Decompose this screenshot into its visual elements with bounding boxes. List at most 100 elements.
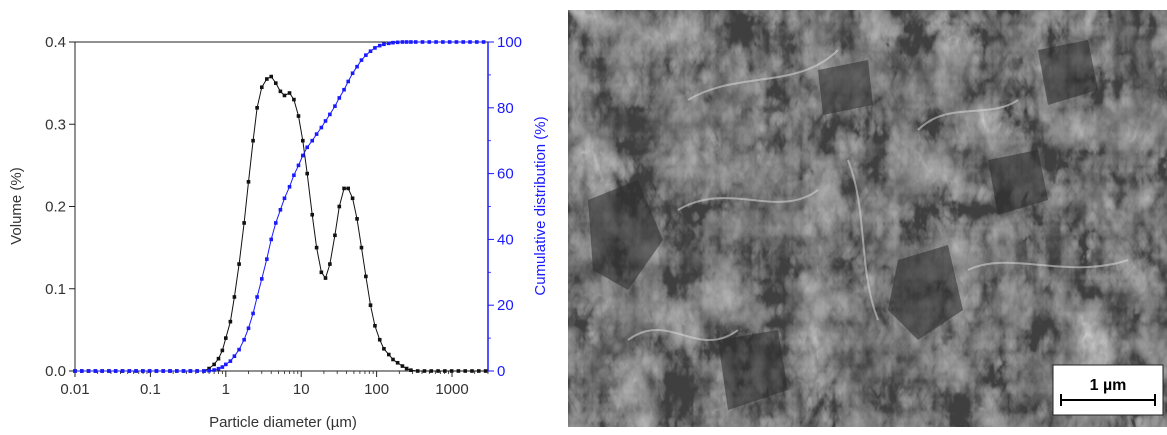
cumulative-data-point [346,79,351,84]
volume-data-point [246,180,251,184]
cumulative-data-point [168,369,172,373]
volume-data-point [436,369,440,373]
y2-tick-label: 100 [497,34,522,51]
cumulative-data-point [113,369,118,373]
volume-data-point [483,369,488,373]
cumulative-data-point [259,277,264,281]
volume-data-point [409,368,413,372]
cumulative-data-point [333,104,337,108]
cumulative-data-point [434,40,438,44]
cumulative-data-point [468,40,472,44]
volume-data-point [228,319,233,324]
volume-data-point [323,276,328,280]
cumulative-data-point [481,40,486,44]
cumulative-data-point [188,369,193,373]
cumulative-data-point [273,221,278,225]
y-tick-label: 0.4 [45,34,66,51]
x-tick-label: 100 [364,381,389,398]
cumulative-data-point [246,326,251,331]
cumulative-data-point [202,369,206,373]
cumulative-data-point [174,369,179,373]
cumulative-data-point [420,40,425,44]
cumulative-data-point [350,71,355,76]
cumulative-data-point [296,163,301,168]
cumulative-data-point [373,46,377,50]
volume-data-point [224,336,228,340]
cumulative-data-point [391,40,395,45]
volume-data-point [314,245,319,250]
y-tick-label: 0.2 [45,199,66,216]
cumulative-data-point [228,359,233,363]
volume-data-point [212,362,216,367]
volume-data-point [400,364,405,368]
volume-data-point [404,366,409,371]
volume-data-point [382,346,386,351]
volume-data-point [337,204,342,209]
cumulative-data-point [292,173,296,178]
cumulative-data-point [134,369,138,373]
cumulative-data-point [427,40,432,44]
volume-data-point [273,81,278,85]
volume-data-point [310,212,315,217]
y2-axis-label: Cumulative distribution (%) [532,116,549,295]
cumulative-data-point [269,237,274,242]
cumulative-data-point [181,369,186,373]
cumulative-data-point [195,369,199,373]
cumulative-data-point [107,369,111,373]
sem-micrograph-image: 1 µm [568,10,1167,427]
volume-data-point [207,366,211,371]
particle-size-chart: 0.01 0.1 1 10 100 1000 0.0 0.1 0.2 0.3 0.4 0 20 40 60 8… [0,0,560,431]
x-tick-label: 1000 [435,381,468,398]
cumulative-data-point [73,369,77,373]
cumulative-data-point [154,369,159,373]
scale-bar-box: 1 µm [1052,364,1164,416]
volume-data-point [373,323,377,328]
cumulative-data-point [337,96,342,100]
cumulative-data-point [342,87,346,92]
scale-bar-label: 1 µm [1090,377,1127,394]
volume-data-point [237,262,241,266]
volume-data-point [443,369,447,373]
volume-data-point [476,369,481,373]
cumulative-data-point [386,41,391,46]
volume-data-point [350,196,355,201]
cumulative-data-point [474,40,479,44]
x-axis-label: Particle diameter (µm) [209,414,357,430]
y-axis-label: Volume (%) [8,167,25,245]
cumulative-data-point [207,368,211,373]
volume-data-point [364,274,368,279]
cumulative-data-point [232,354,237,358]
cumulative-data-point [395,40,400,45]
volume-data-point [368,303,373,307]
volume-data-point [265,77,269,81]
y2-tick-label: 20 [497,297,514,314]
cumulative-data-point [377,43,382,48]
cumulative-data-point [454,40,459,44]
cumulative-data-point [216,366,221,371]
volume-data-point [220,348,225,353]
volume-data-point [232,295,237,299]
volume-data-point [415,369,420,373]
volume-data-point [255,106,259,110]
volume-data-point [333,233,337,238]
sem-dark-voids [588,40,1098,410]
cumulative-data-point [400,40,405,44]
volume-data-point [242,221,246,225]
volume-data-point [386,352,391,357]
cumulative-data-point [328,112,332,117]
y-tick-label: 0.0 [45,363,66,380]
volume-data-point [259,85,264,90]
cumulative-data-point [359,58,364,62]
x-tick-label: 0.1 [140,381,161,398]
volume-data-point [422,369,427,373]
x-tick-label: 1 [222,381,230,398]
cumulative-data-point [382,42,386,47]
cumulative-data-point [364,53,368,57]
cumulative-data-point [447,40,452,44]
cumulative-data-point [305,145,309,150]
cumulative-data-point [265,257,269,261]
volume-series-line [75,75,486,372]
y2-tick-label: 0 [497,363,505,380]
cumulative-data-point [237,347,241,352]
volume-data-point [470,369,474,373]
